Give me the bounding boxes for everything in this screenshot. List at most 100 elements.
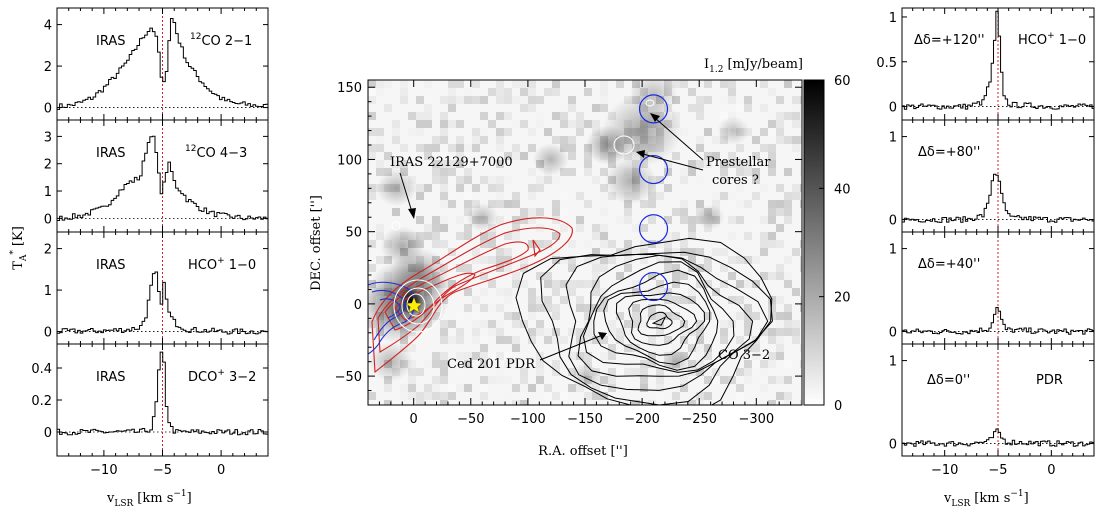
map-noise-pixel: [568, 280, 576, 288]
map-noise-pixel: [776, 344, 784, 352]
map-noise-pixel: [440, 112, 448, 120]
colorbar-label-unit: [mJy/beam]: [727, 57, 803, 72]
map-noise-pixel: [608, 376, 616, 384]
left-ylabel-main: T: [11, 261, 26, 270]
right-panel-1-line-tail: 1−0: [1055, 33, 1087, 48]
map-noise-pixel: [712, 192, 720, 200]
map-noise-pixel: [464, 176, 472, 184]
map-noise-pixel: [528, 328, 536, 336]
map-noise-pixel: [544, 280, 552, 288]
map-noise-pixel: [672, 272, 680, 280]
annotation-co: CO 3−2: [718, 348, 770, 363]
map-noise-pixel: [432, 384, 440, 392]
map-noise-pixel: [792, 336, 800, 344]
map-ytick-label-4: 150: [337, 81, 362, 96]
map-noise-pixel: [736, 400, 744, 408]
right-panel-2-offset: Δδ=+80'': [918, 145, 980, 160]
map-noise-pixel: [528, 104, 536, 112]
map-noise-pixel: [640, 368, 648, 376]
map-noise-pixel: [560, 120, 568, 128]
map-noise-pixel: [640, 376, 648, 384]
map-noise-pixel: [704, 312, 712, 320]
right-xlabel-unit: [km s: [974, 491, 1010, 506]
map-noise-pixel: [680, 80, 688, 88]
map-noise-pixel: [784, 272, 792, 280]
left-spectra-column: 024 IRAS 12CO 2−1 0123 IRAS 12CO 4−3 012…: [9, 8, 268, 509]
map-ytick-label-0: −50: [335, 370, 362, 385]
map-noise-pixel: [760, 80, 768, 88]
map-noise-pixel: [488, 328, 496, 336]
map-noise-pixel: [440, 176, 448, 184]
map-noise-pixel: [576, 224, 584, 232]
map-noise-pixel: [448, 200, 456, 208]
map-noise-pixel: [776, 352, 784, 360]
map-xtick-label-3: −150: [567, 412, 603, 427]
map-noise-pixel: [416, 392, 424, 400]
map-noise-pixel: [736, 392, 744, 400]
map-noise-pixel: [544, 240, 552, 248]
map-noise-pixel: [488, 376, 496, 384]
map-noise-pixel: [600, 96, 608, 104]
map-noise-pixel: [768, 144, 776, 152]
map-noise-pixel: [432, 176, 440, 184]
map-noise-pixel: [472, 296, 480, 304]
map-noise-pixel: [768, 272, 776, 280]
map-noise-pixel: [776, 264, 784, 272]
map-noise-pixel: [368, 392, 376, 400]
map-noise-pixel: [600, 264, 608, 272]
map-noise-pixel: [448, 88, 456, 96]
map-noise-pixel: [568, 96, 576, 104]
map-noise-pixel: [576, 216, 584, 224]
map-noise-pixel: [544, 328, 552, 336]
map-noise-pixel: [512, 272, 520, 280]
map-noise-pixel: [552, 392, 560, 400]
map-noise-pixel: [520, 400, 528, 408]
map-noise-pixel: [456, 80, 464, 88]
map-noise-pixel: [368, 128, 376, 136]
map-noise-pixel: [520, 88, 528, 96]
map-noise-pixel: [720, 336, 728, 344]
map-noise-pixel: [688, 104, 696, 112]
map-noise-pixel: [728, 216, 736, 224]
left-panel-3-line-plus: +: [217, 256, 225, 266]
map-noise-pixel: [368, 88, 376, 96]
map-noise-pixel: [400, 88, 408, 96]
map-noise-pixel: [592, 104, 600, 112]
map-noise-pixel: [392, 400, 400, 408]
map-noise-pixel: [600, 200, 608, 208]
left-panel-1-line-sup: 12: [190, 32, 201, 42]
map-noise-pixel: [416, 192, 424, 200]
map-noise-pixel: [440, 400, 448, 408]
map-noise-pixel: [584, 280, 592, 288]
left-panel-4-line-name: DCO: [188, 370, 217, 385]
right-panel-3: 01 Δδ=+40'': [889, 232, 1094, 344]
right-xtick-label-2: 0: [1047, 463, 1055, 478]
map-noise-pixel: [624, 320, 632, 328]
map-noise-pixel: [760, 216, 768, 224]
map-noise-pixel: [480, 136, 488, 144]
map-noise-pixel: [448, 120, 456, 128]
map-noise-pixel: [776, 336, 784, 344]
map-noise-pixel: [448, 320, 456, 328]
map-noise-pixel: [512, 200, 520, 208]
map-noise-pixel: [504, 392, 512, 400]
map-noise-pixel: [568, 152, 576, 160]
left-ylabel-sup: *: [9, 250, 19, 255]
map-noise-pixel: [768, 88, 776, 96]
annotation-iras: IRAS 22129+7000: [390, 155, 513, 170]
map-noise-pixel: [784, 80, 792, 88]
map-noise-pixel: [560, 112, 568, 120]
left-xlabel-unit: [km s: [137, 491, 173, 506]
map-noise-pixel: [632, 224, 640, 232]
map-noise-pixel: [744, 104, 752, 112]
map-noise-pixel: [496, 96, 504, 104]
map-noise-pixel: [728, 272, 736, 280]
map-noise-pixel: [648, 216, 656, 224]
map-noise-pixel: [552, 336, 560, 344]
map-noise-pixel: [600, 376, 608, 384]
map-noise-pixel: [784, 136, 792, 144]
map-noise-pixel: [464, 200, 472, 208]
left-panel-3-ytick-label-0: 0: [44, 326, 52, 341]
map-noise-pixel: [576, 304, 584, 312]
map-noise-pixel: [656, 192, 664, 200]
